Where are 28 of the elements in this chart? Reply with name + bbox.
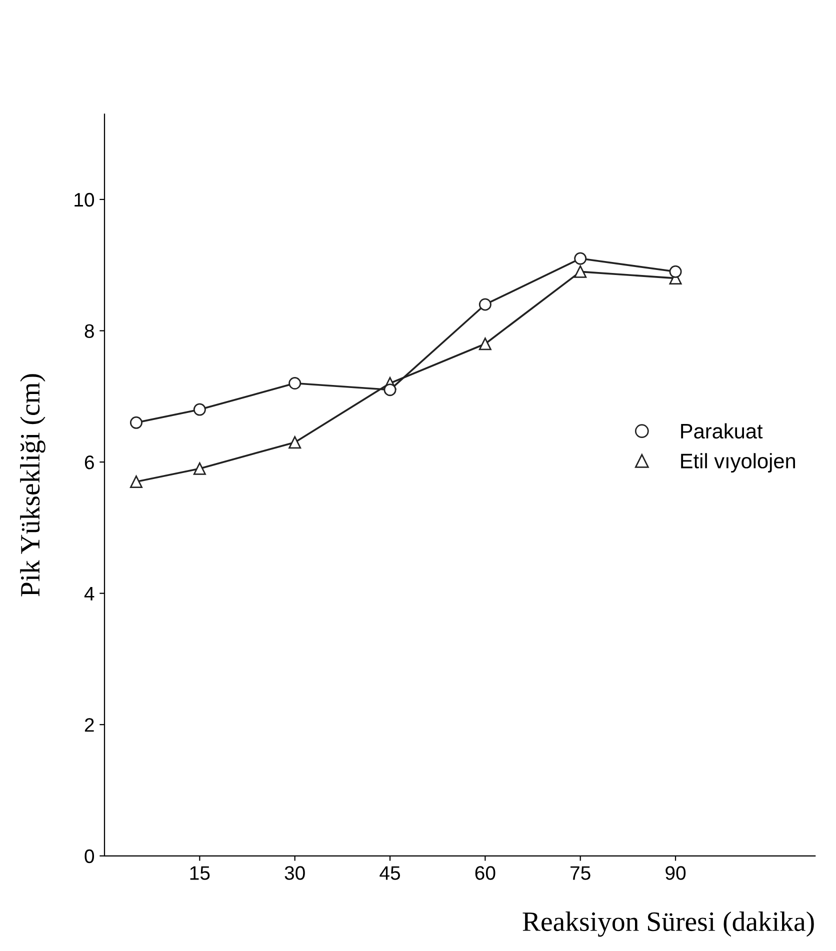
x-axis-title: Reaksiyon Süresi (dakika) [522, 912, 814, 937]
y-axis-title: Pik Yüksekliği (cm) [20, 374, 46, 596]
y-tick-label: 10 [74, 192, 94, 207]
point [130, 416, 142, 429]
y-tick-label: 6 [84, 456, 94, 470]
y-tick-label: 8 [84, 324, 94, 338]
y-tick-label: 4 [84, 586, 94, 600]
point [288, 377, 302, 390]
point [478, 298, 492, 311]
point [478, 338, 492, 350]
x-tick-label: 75 [570, 866, 590, 880]
point [130, 475, 142, 488]
x-tick-label: 90 [666, 866, 686, 880]
x-tick-label: 45 [380, 866, 400, 880]
point [288, 436, 302, 449]
legend-label: Parakuat [681, 423, 763, 439]
point [384, 384, 396, 396]
point [574, 265, 587, 278]
legend-label: Etil vıyolojen [681, 453, 795, 473]
y-tick-label: 2 [84, 718, 94, 732]
y-tick-label: 0 [84, 849, 94, 864]
x-tick-label: 60 [475, 866, 496, 880]
x-tick-label: 15 [190, 866, 210, 880]
point [193, 462, 206, 475]
point [574, 252, 587, 265]
x-tick-label: 30 [284, 866, 305, 880]
point [193, 403, 206, 416]
point [669, 265, 682, 278]
